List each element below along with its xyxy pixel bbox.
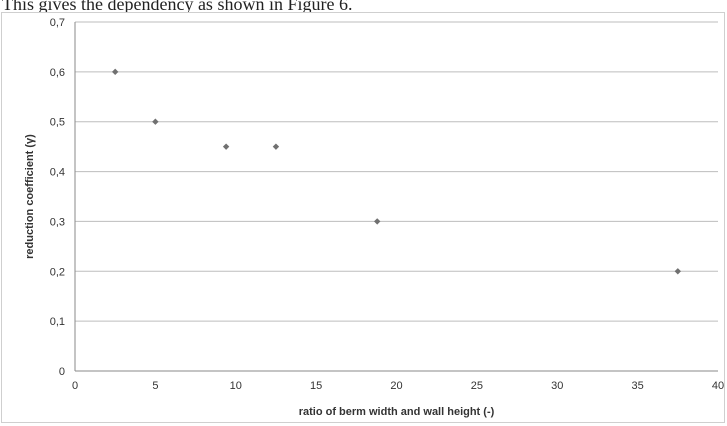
figure-caption-text: This gives the dependency as shown in Fi…: [2, 0, 353, 14]
y-tick-label: 0,7: [50, 17, 65, 29]
chart-frame: [1, 12, 725, 423]
y-tick-label: 0,4: [50, 167, 65, 179]
x-tick-label: 20: [390, 380, 402, 392]
y-tick-label: 0,6: [50, 67, 65, 79]
data-point: [111, 68, 119, 76]
y-tick-label: 0: [59, 366, 65, 378]
y-axis-title: reduction coefficient (γ): [24, 134, 36, 259]
x-tick-label: 0: [72, 380, 78, 392]
grid-lines: [75, 21, 718, 322]
x-tick-label: 40: [712, 380, 724, 392]
x-tick-label: 5: [152, 380, 158, 392]
data-point: [374, 218, 381, 225]
x-axis-title: ratio of berm width and wall height (-): [299, 406, 495, 418]
data-points: [111, 68, 682, 275]
x-tick-label: 35: [632, 380, 644, 392]
data-point: [222, 143, 230, 150]
y-tick-labels: 0 0,1 0,2 0,3 0,4 0,5 0,6 0,7: [50, 17, 65, 378]
x-tick-label: 10: [230, 380, 242, 392]
data-point: [674, 268, 682, 275]
data-point: [272, 143, 280, 150]
y-tick-label: 0,5: [50, 117, 65, 129]
x-tick-labels: 0 5 10 15 20 25 30 35 40: [72, 380, 724, 392]
y-tick-label: 0,3: [50, 216, 65, 228]
x-tick-label: 15: [310, 380, 322, 392]
x-tick-label: 25: [471, 380, 483, 392]
y-tick-label: 0,2: [50, 266, 65, 278]
x-tick-label: 30: [551, 380, 563, 392]
y-tick-label: 0,1: [50, 316, 65, 328]
data-point: [152, 118, 159, 125]
